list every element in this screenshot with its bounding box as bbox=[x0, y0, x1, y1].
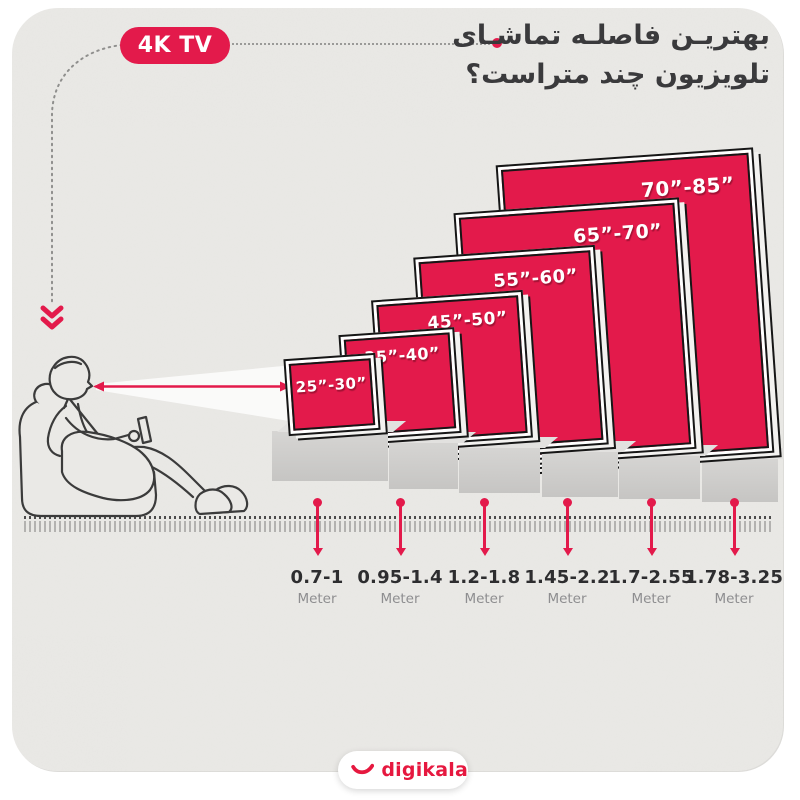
digikala-logo: digikala bbox=[338, 751, 468, 789]
brand-wordmark: digikala bbox=[381, 759, 468, 781]
distance-label: 1.78-3.25 Meter bbox=[679, 567, 784, 607]
distance-value: 1.78-3.25 bbox=[684, 567, 784, 588]
infographic-title: بهتریـن فاصلـه تماشـای تلویزیون چند مترا… bbox=[452, 16, 770, 94]
tv-stand bbox=[702, 458, 778, 502]
tv-size-label: 70”-85” bbox=[640, 171, 736, 203]
distance-marker-arrow bbox=[730, 498, 740, 556]
stage: 4K TV بهتریـن فاصلـه تماشـای تلویزیون چن… bbox=[12, 8, 784, 772]
tv-size-label: 25”-30” bbox=[295, 373, 368, 397]
tv-stand bbox=[272, 431, 388, 481]
tv-stand bbox=[619, 455, 700, 499]
tv-stand bbox=[542, 451, 618, 497]
chevron-down-icon bbox=[40, 305, 64, 330]
viewer-head bbox=[48, 355, 94, 401]
viewer-illustration bbox=[18, 355, 249, 518]
tv-size-label: 65”-70” bbox=[572, 219, 663, 248]
dotted-path bbox=[40, 44, 123, 330]
paper-card: 4K TV بهتریـن فاصلـه تماشـای تلویزیون چن… bbox=[12, 8, 784, 772]
smile-icon bbox=[351, 763, 375, 775]
4k-tv-badge: 4K TV bbox=[120, 27, 230, 64]
tv-size-label: 55”-60” bbox=[492, 265, 579, 293]
remote-control bbox=[136, 415, 153, 445]
distance-marker-arrow bbox=[480, 498, 490, 556]
distance-marker-arrow bbox=[647, 498, 657, 556]
distance-marker-arrow bbox=[396, 498, 406, 556]
title-line-1: بهتریـن فاصلـه تماشـای bbox=[452, 20, 770, 51]
distance-marker-arrow bbox=[563, 498, 573, 556]
distance-unit: Meter bbox=[714, 591, 754, 607]
eye-distance-arrow bbox=[93, 381, 291, 392]
distance-marker-arrow bbox=[313, 498, 323, 556]
tv-screen: 25”-30” bbox=[288, 358, 376, 431]
tv-25-30: 25”-30” bbox=[283, 352, 381, 437]
title-line-2: تلویزیون چند متراست؟ bbox=[465, 59, 770, 90]
tv-stand bbox=[459, 447, 540, 493]
tv-stand bbox=[389, 442, 458, 489]
